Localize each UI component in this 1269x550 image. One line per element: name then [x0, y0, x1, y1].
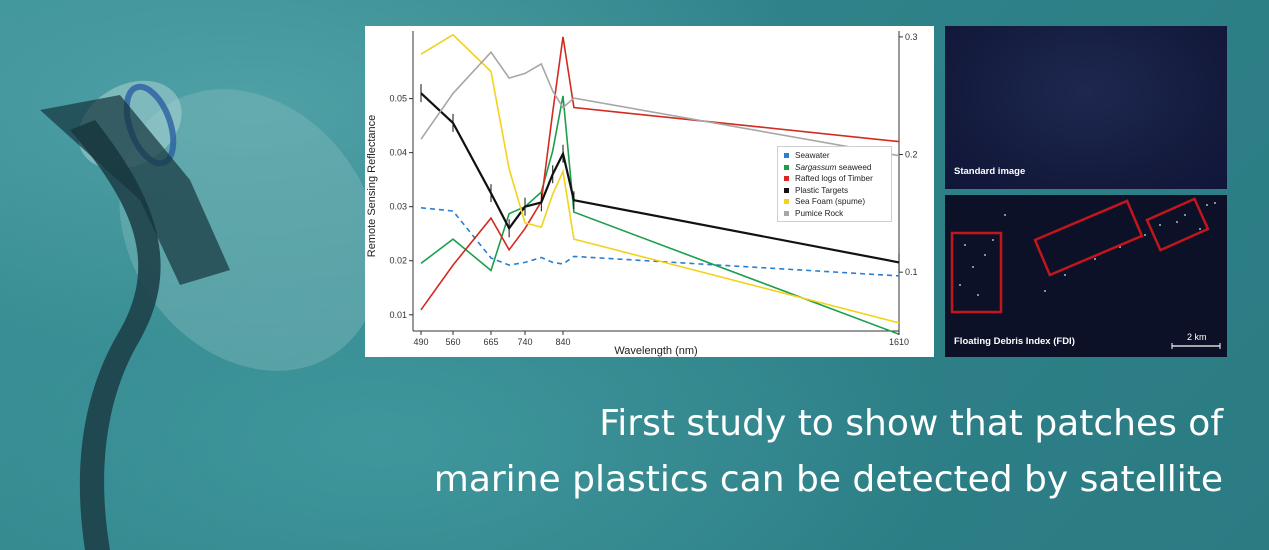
bottle-photo	[40, 80, 381, 550]
series-line-pumice-rock	[420, 50, 900, 157]
debris-pixel	[977, 294, 979, 296]
legend-swatch	[784, 176, 789, 182]
debris-pixel	[1214, 202, 1216, 204]
legend-item: Seawater	[784, 150, 891, 162]
x-tick-label: 840	[555, 337, 570, 347]
y-left-tick-label: 0.04	[389, 148, 407, 158]
legend-swatch	[784, 199, 789, 205]
legend-label: Seawater	[795, 151, 830, 161]
legend-label: Plastic Targets	[795, 185, 849, 195]
strap	[70, 120, 161, 550]
bottle-body	[119, 89, 381, 371]
legend-item: Pumice Rock	[784, 208, 891, 220]
series-line-sea-foam-spume-	[420, 33, 900, 324]
strap-top	[40, 95, 230, 285]
debris-pixel	[1159, 224, 1161, 226]
legend-swatch	[784, 164, 789, 170]
debris-pixel	[992, 239, 994, 241]
legend-swatch	[784, 153, 789, 159]
x-tick-label: 490	[413, 337, 428, 347]
y-left-tick-label: 0.01	[389, 310, 407, 320]
standard-image-label: Standard image	[954, 166, 1026, 177]
x-tick-label: 1610	[889, 337, 909, 347]
series-line-rafted-logs-of-timber	[420, 36, 900, 311]
legend-label: Rafted logs of Timber	[795, 174, 873, 184]
legend-label: Pumice Rock	[795, 208, 844, 218]
debris-pixel	[1184, 214, 1186, 216]
legend-swatch	[784, 210, 789, 216]
standard-image-panel: Standard image	[945, 26, 1227, 189]
x-axis-title: Wavelength (nm)	[614, 345, 697, 357]
y-right-tick-label: 0.2	[905, 150, 918, 160]
legend-item: Rafted logs of Timber	[784, 173, 891, 185]
legend-swatch	[784, 187, 789, 193]
y-left-tick-label: 0.03	[389, 202, 407, 212]
y-right-tick-label: 0.3	[905, 32, 918, 42]
legend-label: Sea Foam (spume)	[795, 197, 866, 207]
legend-item: Plastic Targets	[784, 185, 891, 197]
fdi-label: Floating Debris Index (FDI)	[954, 336, 1075, 347]
x-tick-label: 665	[483, 337, 498, 347]
caption-line-1: First study to show that patches of	[599, 403, 1223, 444]
caption-line-2: marine plastics can be detected by satel…	[433, 459, 1223, 500]
legend-item: Sargassum seaweed	[784, 162, 891, 174]
headline-caption: First study to show that patches of mari…	[323, 396, 1223, 508]
series-line-plastic-targets	[420, 92, 900, 264]
debris-pixel	[959, 284, 961, 286]
legend-item: Sea Foam (spume)	[784, 196, 891, 208]
fdi-overlay	[950, 197, 1221, 349]
x-tick-label: 740	[517, 337, 532, 347]
debris-pixel	[1064, 274, 1066, 276]
debris-pixel	[1199, 228, 1201, 230]
y-axis-title: Remote Sensing Reflectance	[366, 115, 378, 257]
y-left-tick-label: 0.05	[389, 94, 407, 104]
debris-box-2	[1033, 199, 1144, 277]
debris-pixel	[1044, 290, 1046, 292]
debris-pixel	[1004, 214, 1006, 216]
debris-pixel	[972, 266, 974, 268]
y-left-tick-label: 0.02	[389, 256, 407, 266]
chart-svg: 490 560 665 740 840 1610 0.01 0.02 0.03 0.04 0.05 0…	[366, 31, 918, 357]
legend-label: Sargassum seaweed	[795, 162, 872, 172]
debris-pixel	[1094, 258, 1096, 260]
y-right-tick-label: 0.1	[905, 267, 918, 277]
fdi-image-panel: Floating Debris Index (FDI) 2 km	[945, 195, 1227, 357]
scale-label: 2 km	[1187, 332, 1207, 342]
debris-pixel	[1144, 234, 1146, 236]
debris-box-3	[1145, 197, 1210, 252]
debris-pixel	[1206, 204, 1208, 206]
debris-pixel	[964, 244, 966, 246]
debris-box-1	[950, 231, 1003, 314]
series-line-seawater	[420, 207, 900, 277]
series-line-sargassum-seaweed	[420, 95, 900, 335]
chart-legend: Seawater Sargassum seaweed Rafted logs of …	[777, 146, 892, 222]
debris-pixel	[1176, 221, 1178, 223]
debris-pixel	[984, 254, 986, 256]
x-tick-label: 560	[445, 337, 460, 347]
